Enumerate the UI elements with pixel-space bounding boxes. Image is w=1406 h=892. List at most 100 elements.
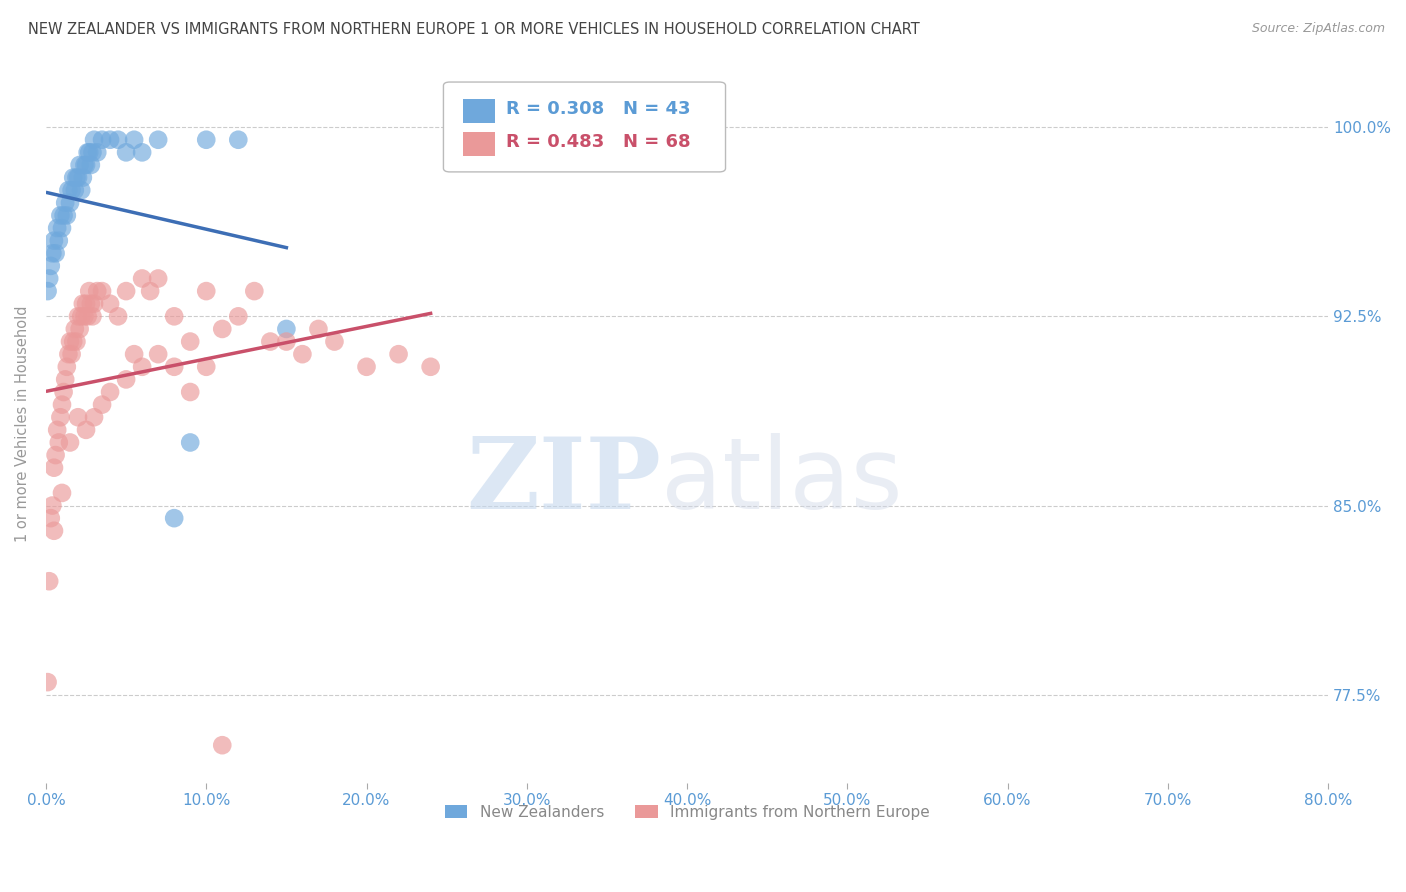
Point — [53, 195, 76, 210]
Point — [131, 145, 153, 160]
Point — [195, 284, 218, 298]
Point — [66, 170, 89, 185]
Point — [75, 423, 97, 437]
Point — [122, 347, 145, 361]
Point — [83, 296, 105, 310]
Point — [63, 322, 86, 336]
Point — [131, 359, 153, 374]
Point — [131, 271, 153, 285]
Point — [387, 347, 409, 361]
Point — [59, 435, 82, 450]
Text: atlas: atlas — [661, 433, 903, 530]
Point — [77, 284, 100, 298]
Point — [80, 296, 103, 310]
Point — [42, 234, 65, 248]
Point — [41, 246, 63, 260]
Point — [52, 384, 75, 399]
Point — [45, 246, 67, 260]
Point — [91, 398, 114, 412]
Point — [226, 133, 249, 147]
Point — [323, 334, 346, 349]
Point — [83, 410, 105, 425]
Point — [107, 133, 129, 147]
Point — [307, 322, 329, 336]
Point — [60, 183, 83, 197]
Point — [69, 322, 91, 336]
Point — [98, 384, 121, 399]
Point — [91, 133, 114, 147]
Point — [98, 296, 121, 310]
Point — [38, 574, 60, 589]
Point — [86, 284, 108, 298]
Point — [46, 221, 69, 235]
Point — [60, 347, 83, 361]
Point — [73, 158, 96, 172]
Point — [65, 334, 87, 349]
Point — [42, 460, 65, 475]
Bar — [463, 99, 495, 123]
Point — [76, 145, 98, 160]
Text: Source: ZipAtlas.com: Source: ZipAtlas.com — [1251, 22, 1385, 36]
Point — [48, 435, 70, 450]
Point — [73, 310, 96, 324]
Point — [146, 271, 169, 285]
Point — [56, 359, 79, 374]
Point — [259, 334, 281, 349]
Point — [69, 158, 91, 172]
Point — [195, 359, 218, 374]
Point — [115, 145, 138, 160]
Point — [53, 372, 76, 386]
Point — [66, 310, 89, 324]
Point — [37, 675, 59, 690]
Point — [41, 499, 63, 513]
Point — [356, 359, 378, 374]
Point — [39, 511, 62, 525]
Point — [83, 133, 105, 147]
Point — [211, 322, 233, 336]
Text: NEW ZEALANDER VS IMMIGRANTS FROM NORTHERN EUROPE 1 OR MORE VEHICLES IN HOUSEHOLD: NEW ZEALANDER VS IMMIGRANTS FROM NORTHER… — [28, 22, 920, 37]
Point — [37, 284, 59, 298]
Point — [75, 158, 97, 172]
Point — [39, 259, 62, 273]
Point — [49, 209, 72, 223]
Point — [59, 195, 82, 210]
Point — [45, 448, 67, 462]
Point — [115, 372, 138, 386]
Point — [98, 133, 121, 147]
Point — [62, 334, 84, 349]
FancyBboxPatch shape — [443, 82, 725, 172]
Point — [115, 284, 138, 298]
Point — [163, 310, 186, 324]
Text: R = 0.483   N = 68: R = 0.483 N = 68 — [506, 134, 690, 152]
Point — [211, 738, 233, 752]
Point — [80, 158, 103, 172]
Point — [276, 334, 298, 349]
Point — [42, 524, 65, 538]
Point — [179, 384, 201, 399]
Point — [66, 410, 89, 425]
Text: ZIP: ZIP — [467, 433, 661, 530]
Point — [49, 410, 72, 425]
Point — [163, 511, 186, 525]
Legend: New Zealanders, Immigrants from Northern Europe: New Zealanders, Immigrants from Northern… — [439, 798, 935, 826]
Point — [163, 359, 186, 374]
Point — [46, 423, 69, 437]
Point — [65, 170, 87, 185]
Point — [56, 209, 79, 223]
Point — [62, 170, 84, 185]
Point — [63, 183, 86, 197]
Point — [122, 133, 145, 147]
Point — [51, 486, 73, 500]
Point — [82, 145, 104, 160]
Text: R = 0.308   N = 43: R = 0.308 N = 43 — [506, 101, 690, 119]
Point — [77, 145, 100, 160]
Point — [291, 347, 314, 361]
Point — [58, 347, 80, 361]
Point — [146, 347, 169, 361]
Point — [72, 170, 94, 185]
Point — [146, 133, 169, 147]
Point — [51, 398, 73, 412]
Bar — [463, 132, 495, 156]
Point — [179, 435, 201, 450]
Point — [419, 359, 441, 374]
